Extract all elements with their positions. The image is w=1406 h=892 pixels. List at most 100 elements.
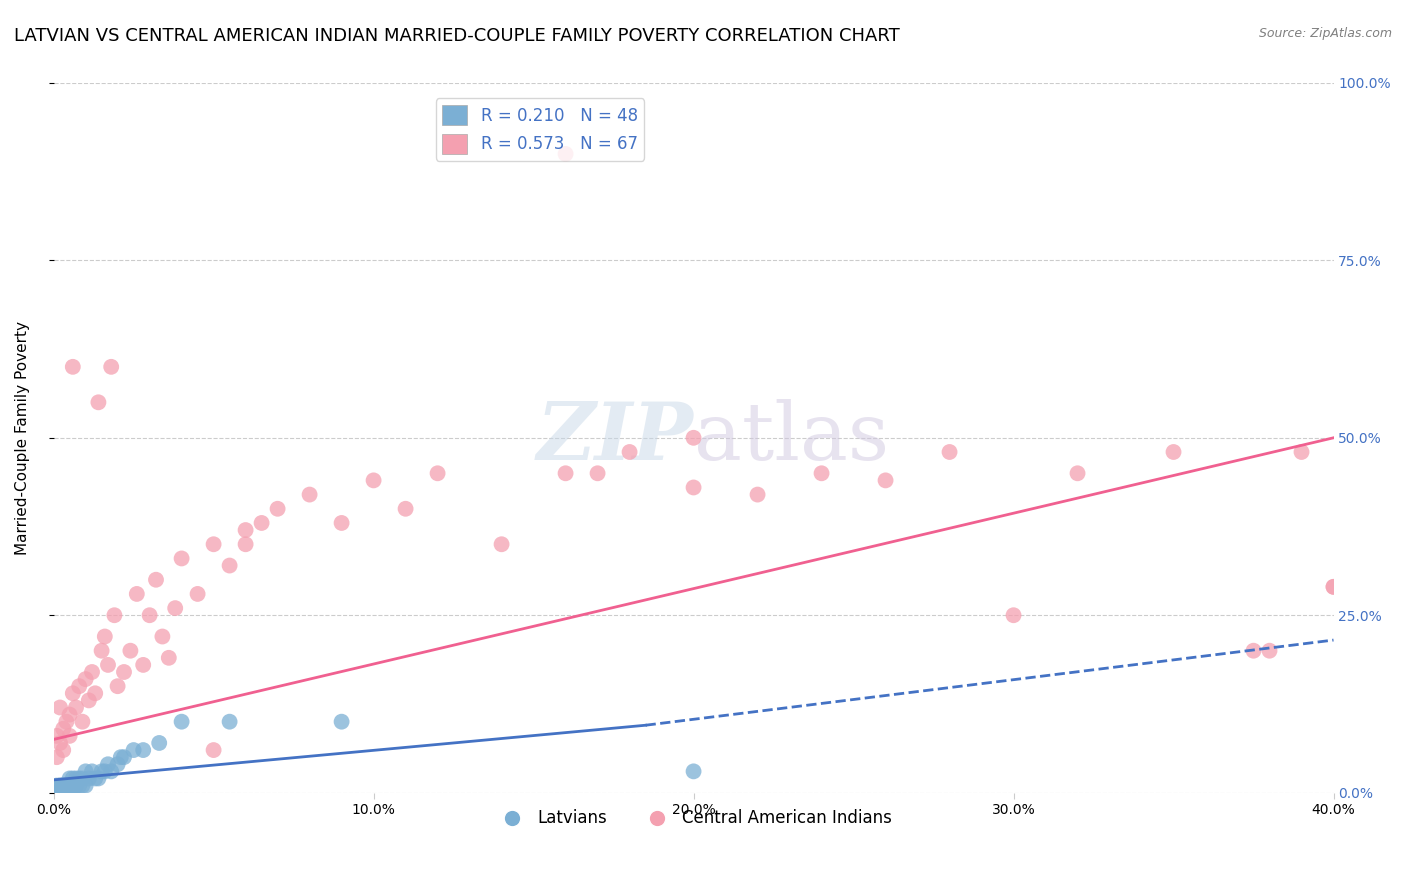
Point (77, 772, 100, 786)
Point (218, 558, 240, 573)
Point (120, 643, 142, 657)
Point (45, 786, 67, 800)
Point (97, 757, 120, 772)
Point (1066, 467, 1088, 481)
Y-axis label: Married-Couple Family Poverty: Married-Couple Family Poverty (15, 321, 30, 555)
Point (218, 714, 240, 729)
Point (87, 395, 110, 409)
Point (103, 608, 125, 623)
Point (65, 700, 87, 714)
Point (938, 445, 960, 459)
Point (266, 501, 288, 516)
Point (49, 700, 72, 714)
Point (94, 630, 117, 644)
Point (72, 779, 94, 793)
Point (165, 601, 187, 615)
Point (90, 764, 112, 779)
Point (330, 516, 353, 530)
Point (55, 779, 77, 793)
Point (45, 786, 67, 800)
Point (75, 672, 97, 686)
Point (1163, 445, 1185, 459)
Point (100, 359, 122, 374)
Point (62, 779, 84, 793)
Point (1322, 580, 1344, 594)
Point (49, 779, 72, 793)
Point (49, 786, 72, 800)
Point (52, 743, 75, 757)
Point (62, 786, 84, 800)
Point (682, 764, 704, 779)
Point (62, 772, 84, 786)
Point (132, 657, 155, 672)
Point (1291, 445, 1313, 459)
Point (1002, 608, 1025, 623)
Point (1322, 580, 1344, 594)
Point (100, 764, 122, 779)
Text: LATVIAN VS CENTRAL AMERICAN INDIAN MARRIED-COUPLE FAMILY POVERTY CORRELATION CHA: LATVIAN VS CENTRAL AMERICAN INDIAN MARRI… (14, 27, 900, 45)
Point (67, 772, 90, 786)
Point (52, 779, 75, 793)
Point (75, 764, 97, 779)
Point (394, 501, 416, 516)
Point (90, 643, 112, 657)
Point (110, 750, 132, 764)
Point (202, 743, 225, 757)
Point (491, 537, 513, 551)
Point (65, 772, 87, 786)
Point (52, 786, 75, 800)
Point (67, 779, 90, 793)
Point (682, 480, 704, 494)
Point (170, 714, 193, 729)
Point (55, 786, 77, 800)
Point (49, 736, 72, 750)
Point (235, 523, 257, 537)
Point (52, 722, 75, 736)
Point (55, 779, 77, 793)
Point (45, 729, 67, 743)
Point (170, 551, 193, 566)
Point (554, 467, 576, 481)
Point (157, 650, 180, 665)
Point (80, 665, 103, 679)
Point (45, 750, 67, 764)
Point (77, 693, 100, 707)
Point (49, 779, 72, 793)
Point (145, 573, 167, 587)
Text: atlas: atlas (693, 399, 889, 477)
Point (107, 757, 129, 772)
Point (59, 729, 82, 743)
Point (84, 772, 107, 786)
Text: Source: ZipAtlas.com: Source: ZipAtlas.com (1258, 27, 1392, 40)
Point (125, 587, 148, 601)
Text: ZIP: ZIP (537, 399, 693, 476)
Point (94, 764, 117, 779)
Point (187, 587, 209, 601)
Point (52, 786, 75, 800)
Point (132, 743, 155, 757)
Point (52, 779, 75, 793)
Point (59, 772, 82, 786)
Point (426, 467, 449, 481)
Point (298, 487, 321, 501)
Point (138, 608, 160, 623)
Point (554, 147, 576, 161)
Point (875, 474, 897, 488)
Point (49, 786, 72, 800)
Point (250, 516, 273, 530)
Point (45, 786, 67, 800)
Point (65, 779, 87, 793)
Point (67, 679, 90, 693)
Point (330, 714, 353, 729)
Point (107, 679, 129, 693)
Point (45, 779, 67, 793)
Point (55, 714, 77, 729)
Point (122, 743, 145, 757)
Point (619, 445, 641, 459)
Point (72, 772, 94, 786)
Point (87, 772, 110, 786)
Point (586, 467, 609, 481)
Point (49, 786, 72, 800)
Point (97, 657, 120, 672)
Point (810, 467, 832, 481)
